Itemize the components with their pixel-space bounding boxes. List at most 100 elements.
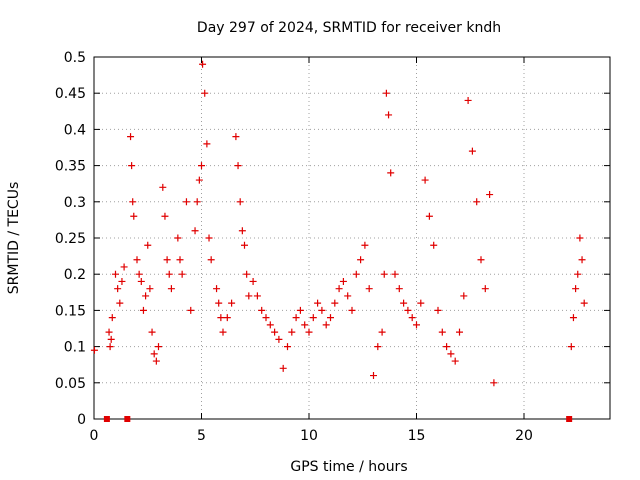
data-point: [253, 292, 261, 300]
data-point: [135, 270, 143, 278]
data-point: [477, 256, 485, 264]
data-point: [137, 277, 145, 285]
data-point: [223, 314, 231, 322]
data-point-zero: [103, 416, 110, 422]
y-tick-label: 0.05: [55, 376, 86, 392]
data-point: [144, 241, 152, 249]
data-point: [288, 328, 296, 336]
data-point: [219, 328, 227, 336]
data-point: [199, 60, 207, 68]
data-point: [335, 285, 343, 293]
data-point: [404, 306, 412, 314]
data-point: [447, 350, 455, 358]
data-point: [243, 270, 251, 278]
data-point: [569, 314, 577, 322]
data-point: [130, 212, 138, 220]
data-point: [174, 234, 182, 242]
data-point: [400, 299, 408, 307]
data-point: [490, 379, 498, 387]
data-point: [128, 162, 136, 170]
data-point: [344, 292, 352, 300]
data-point: [215, 299, 223, 307]
y-axis-label: SRMTID / TECUs: [6, 182, 22, 295]
data-point: [301, 321, 309, 329]
data-point: [245, 292, 253, 300]
data-point: [314, 299, 322, 307]
data-point: [193, 198, 201, 206]
data-point: [165, 270, 173, 278]
axes: [93, 56, 611, 420]
data-point: [163, 256, 171, 264]
data-point: [413, 321, 420, 329]
data-point: [203, 140, 211, 148]
y-tick-label: 0.5: [64, 50, 86, 66]
y-tick-label: 0.15: [55, 303, 86, 319]
data-point: [155, 343, 162, 351]
x-tick-label: 20: [515, 428, 533, 444]
data-point: [161, 212, 169, 220]
data-point: [421, 176, 429, 184]
data-point: [486, 191, 494, 199]
data-point: [142, 292, 150, 300]
data-point: [187, 306, 195, 314]
data-point: [198, 162, 205, 170]
data-point: [352, 270, 360, 278]
data-point: [460, 292, 468, 300]
data-points: [90, 60, 588, 422]
y-tick-label: 0.25: [55, 231, 86, 247]
data-point: [90, 346, 98, 354]
data-point: [271, 328, 279, 336]
y-tick-label: 0: [77, 412, 86, 428]
data-point: [127, 133, 135, 141]
data-point: [430, 241, 438, 249]
data-point: [567, 343, 575, 351]
data-point: [481, 285, 489, 293]
data-point: [572, 285, 580, 293]
data-point: [178, 270, 186, 278]
data-point: [451, 357, 459, 365]
data-point: [374, 343, 382, 351]
data-point: [365, 285, 373, 293]
data-point: [167, 285, 175, 293]
x-tick-label: 15: [408, 428, 426, 444]
data-point: [112, 270, 119, 278]
data-point: [357, 256, 365, 264]
data-point: [438, 328, 446, 336]
data-point: [574, 270, 582, 278]
data-point: [108, 314, 116, 322]
data-point: [387, 169, 395, 177]
data-point: [207, 256, 215, 264]
data-point: [249, 277, 257, 285]
data-point: [118, 277, 126, 285]
data-point: [331, 299, 339, 307]
data-point: [106, 343, 114, 351]
y-tick-label: 0.35: [55, 159, 86, 175]
data-point: [148, 328, 156, 336]
data-point: [213, 285, 221, 293]
data-point: [292, 314, 300, 322]
data-point: [395, 285, 403, 293]
data-point: [262, 314, 270, 322]
plot-frame: [93, 56, 611, 420]
data-point: [370, 372, 377, 380]
y-tick-label: 0.45: [55, 86, 86, 102]
data-point-zero: [124, 416, 131, 422]
data-point: [114, 285, 122, 293]
x-tick-label: 10: [300, 428, 318, 444]
data-point: [241, 241, 248, 249]
data-point: [348, 306, 356, 314]
data-point: [339, 277, 347, 285]
data-point: [205, 234, 213, 242]
chart-title: Day 297 of 2024, SRMTID for receiver knd…: [197, 20, 501, 36]
data-point: [443, 343, 451, 351]
data-point: [456, 328, 463, 336]
data-point: [275, 335, 283, 343]
data-point: [107, 335, 115, 343]
y-tick-label: 0.4: [64, 122, 86, 138]
data-point: [296, 306, 304, 314]
x-tick-label: 5: [197, 428, 206, 444]
data-point: [464, 96, 472, 104]
data-point: [380, 270, 388, 278]
data-point: [238, 227, 246, 235]
